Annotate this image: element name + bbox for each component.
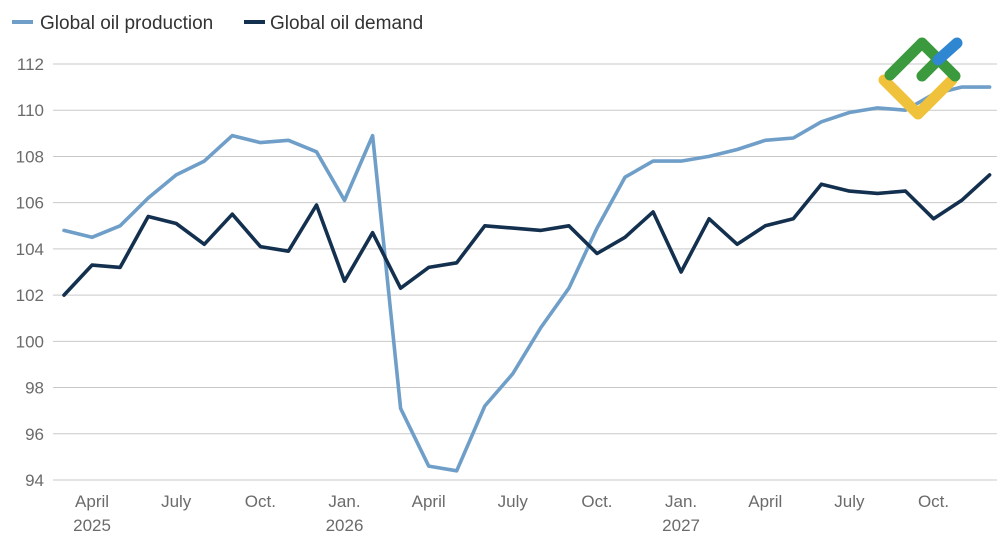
x-axis-ticks: April 2025 July Oct. Jan. 2026 April July Oct. Ja… (73, 492, 949, 535)
x-tick-year-label: 2025 (73, 516, 111, 535)
x-tick-label: April (748, 492, 782, 511)
x-tick-year-label: 2026 (326, 516, 364, 535)
legend-item-production: Global oil production (12, 13, 213, 34)
x-tick-label: April (75, 492, 109, 511)
x-tick-label: July (834, 492, 865, 511)
x-tick-label: July (498, 492, 529, 511)
x-tick-label: Oct. (245, 492, 276, 511)
legend-label-demand: Global oil demand (270, 13, 423, 34)
x-tick-label: April (412, 492, 446, 511)
grid-lines (53, 63, 997, 481)
series-line-demand (62, 173, 992, 297)
y-tick-label: 110 (17, 101, 44, 120)
brand-logo (878, 37, 963, 120)
y-tick-label: 106 (16, 194, 44, 213)
series-lines (62, 85, 992, 473)
x-tick-year-label: 2027 (662, 516, 700, 535)
y-tick-label: 104 (16, 240, 44, 259)
y-tick-label: 98 (25, 379, 44, 398)
x-tick-label: Oct. (918, 492, 949, 511)
series-line-production (62, 85, 992, 473)
x-tick-label: July (161, 492, 192, 511)
x-tick-label: Oct. (581, 492, 612, 511)
y-tick-label: 102 (16, 286, 44, 305)
legend: Global oil production Global oil demand (12, 13, 423, 34)
x-tick-label: Jan. (328, 492, 360, 511)
y-axis-ticks: 94 96 98 100 102 104 106 108 110 112 (16, 55, 44, 490)
logo-yellow-chevron (878, 74, 958, 120)
legend-item-demand: Global oil demand (244, 13, 423, 34)
y-tick-label: 94 (25, 471, 44, 490)
y-tick-label: 112 (17, 55, 44, 74)
y-tick-label: 100 (16, 332, 44, 351)
y-tick-label: 96 (25, 425, 44, 444)
x-tick-label: Jan. (665, 492, 697, 511)
logo-green-chevron (884, 37, 961, 82)
y-tick-label: 108 (16, 147, 44, 166)
legend-label-production: Global oil production (40, 13, 213, 34)
logo-blue-stroke (932, 37, 963, 66)
